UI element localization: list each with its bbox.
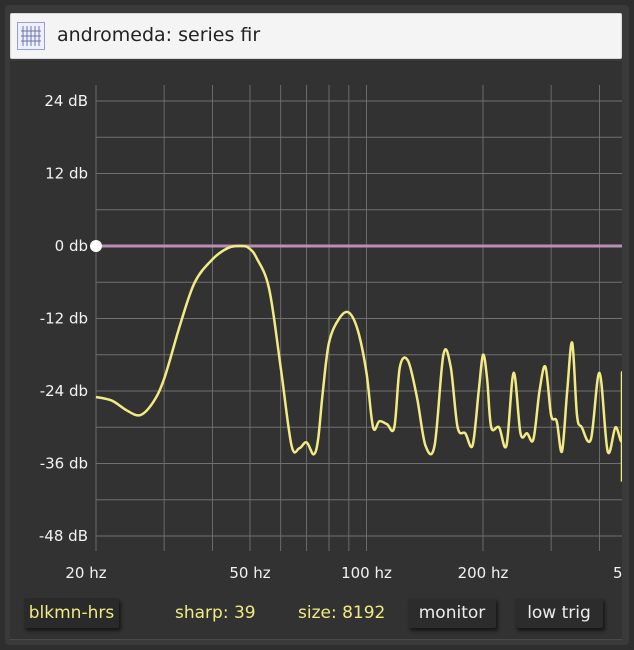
y-tick-label: 0 db — [55, 237, 88, 255]
low-trig-button[interactable]: low trig — [515, 598, 603, 628]
y-tick-label: -48 dB — [39, 527, 88, 545]
frequency-response-curve — [95, 244, 622, 482]
filter-grid-icon-graphic — [21, 26, 41, 46]
y-tick-label: -24 db — [40, 382, 88, 400]
fft-size-value[interactable]: size: 8192 — [298, 603, 386, 623]
filter-window: andromeda: series fir 24 dB 12 db 0 db -12 … — [5, 5, 629, 645]
x-tick-label: 5 — [613, 564, 622, 582]
gain-handle[interactable] — [90, 240, 102, 252]
window-type-selector[interactable]: blkmn-hrs — [24, 598, 119, 628]
x-tick-label: 50 hz — [229, 564, 270, 582]
y-tick-label: 24 dB — [44, 92, 88, 110]
frequency-response-plot[interactable]: 24 dB 12 db 0 db -12 db -24 db -36 db -48 dB 2… — [10, 61, 622, 639]
sharpness-value[interactable]: sharp: 39 — [175, 603, 256, 623]
y-tick-label: -12 db — [40, 310, 88, 328]
monitor-button[interactable]: monitor — [408, 598, 496, 628]
plot-grid — [95, 85, 622, 551]
y-axis-labels: 24 dB 12 db 0 db -12 db -24 db -36 db -48 dB — [39, 92, 88, 545]
y-tick-label: 12 db — [45, 165, 88, 183]
frequency-response-panel: 24 dB 12 db 0 db -12 db -24 db -36 db -48 dB 2… — [10, 61, 622, 640]
filter-grid-icon — [17, 22, 45, 50]
window-title: andromeda: series fir — [57, 24, 261, 46]
x-tick-label: 200 hz — [458, 564, 509, 582]
y-tick-label: -36 db — [40, 455, 88, 473]
x-axis-labels: 20 hz 50 hz 100 hz 200 hz 5 — [65, 564, 622, 582]
x-tick-label: 20 hz — [65, 564, 106, 582]
title-bar: andromeda: series fir — [10, 13, 622, 59]
x-tick-label: 100 hz — [341, 564, 392, 582]
plot-curves — [90, 240, 622, 482]
